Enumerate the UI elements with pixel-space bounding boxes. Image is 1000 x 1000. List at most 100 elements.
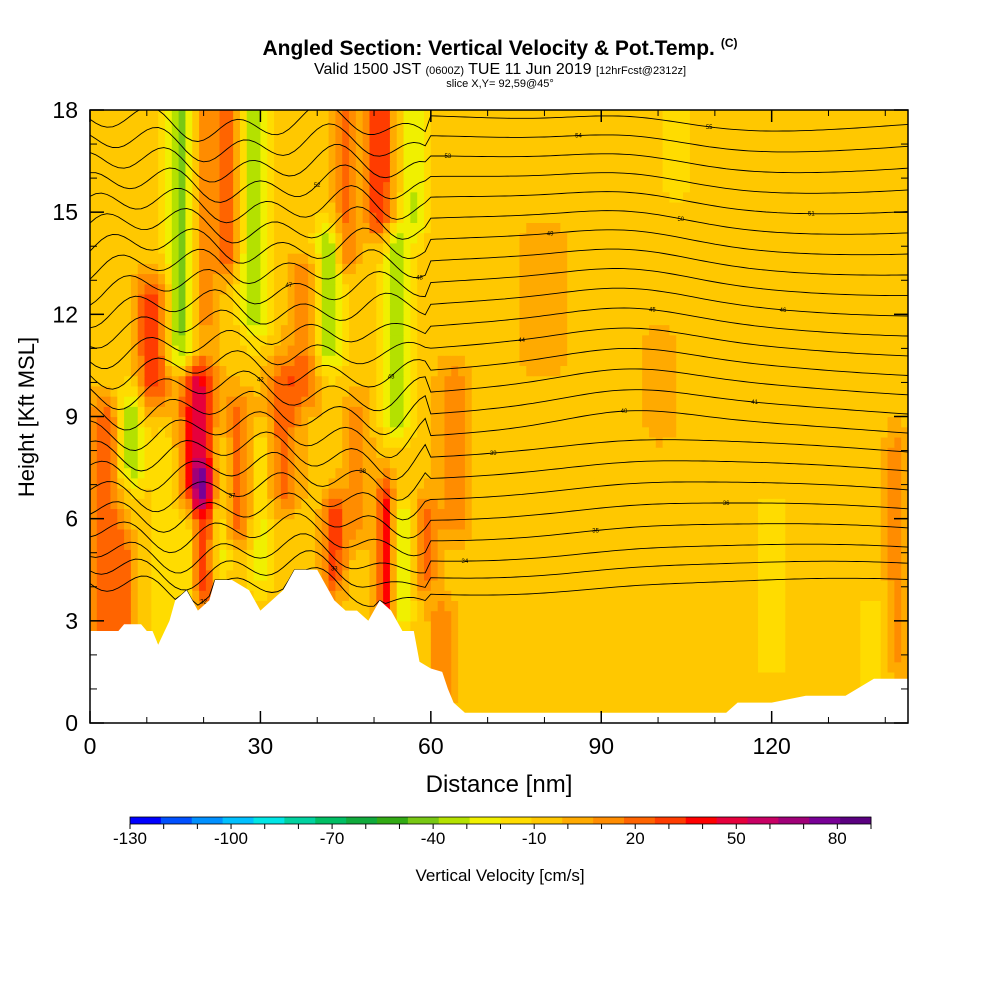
velocity-cell xyxy=(539,671,548,683)
velocity-cell xyxy=(601,304,609,315)
velocity-cell xyxy=(573,600,582,612)
velocity-cell xyxy=(580,447,589,458)
velocity-cell xyxy=(260,396,268,407)
velocity-cell xyxy=(689,375,698,387)
velocity-cell xyxy=(451,375,459,387)
velocity-cell xyxy=(758,692,766,704)
velocity-cell xyxy=(417,641,425,653)
velocity-cell xyxy=(90,508,98,520)
velocity-cell xyxy=(137,416,146,428)
velocity-cell xyxy=(519,661,527,673)
velocity-cell xyxy=(846,467,855,479)
velocity-cell xyxy=(676,549,684,561)
velocity-cell xyxy=(853,457,861,469)
velocity-cell xyxy=(274,365,282,377)
velocity-cell xyxy=(737,579,745,591)
velocity-cell xyxy=(546,610,555,622)
velocity-cell xyxy=(233,324,241,336)
velocity-cell xyxy=(287,375,296,387)
velocity-cell xyxy=(573,559,582,571)
velocity-cell xyxy=(703,508,711,520)
velocity-cell xyxy=(771,671,780,683)
velocity-cell xyxy=(410,508,418,520)
velocity-cell xyxy=(621,610,630,622)
velocity-cell xyxy=(376,559,384,571)
velocity-cell xyxy=(533,508,541,520)
velocity-cell xyxy=(553,314,561,326)
velocity-cell xyxy=(560,600,568,612)
velocity-cell xyxy=(103,447,112,458)
velocity-cell xyxy=(137,293,146,305)
velocity-cell xyxy=(676,702,684,714)
velocity-cell xyxy=(751,579,759,591)
velocity-cell xyxy=(621,641,630,653)
velocity-cell xyxy=(785,641,793,653)
velocity-cell xyxy=(573,406,582,418)
velocity-cell xyxy=(437,488,446,499)
velocity-cell xyxy=(703,641,711,653)
velocity-cell xyxy=(608,590,616,601)
velocity-cell xyxy=(723,488,732,499)
velocity-cell xyxy=(349,365,357,377)
velocity-cell xyxy=(403,620,411,632)
velocity-cell xyxy=(887,406,895,418)
velocity-cell xyxy=(355,569,364,581)
velocity-cell xyxy=(471,334,480,346)
velocity-cell xyxy=(594,610,602,622)
velocity-cell xyxy=(853,600,861,612)
chart-title-suffix: (C) xyxy=(720,36,738,50)
velocity-cell xyxy=(703,457,711,469)
velocity-cell xyxy=(737,539,745,550)
velocity-cell xyxy=(778,355,786,367)
velocity-cell xyxy=(778,344,786,356)
velocity-cell xyxy=(212,314,221,326)
velocity-cell xyxy=(546,682,555,693)
velocity-cell xyxy=(567,488,575,499)
velocity-cell xyxy=(805,641,814,653)
velocity-cell xyxy=(294,539,302,550)
velocity-cell xyxy=(703,528,711,540)
velocity-cell xyxy=(723,661,732,673)
velocity-cell xyxy=(335,375,343,387)
velocity-cell xyxy=(451,661,459,673)
velocity-cell xyxy=(662,702,671,714)
velocity-cell xyxy=(164,467,173,479)
velocity-cell xyxy=(342,344,350,356)
velocity-cell xyxy=(130,355,139,367)
velocity-cell xyxy=(124,396,132,407)
velocity-cell xyxy=(860,314,868,326)
velocity-cell xyxy=(717,579,725,591)
velocity-cell xyxy=(362,436,371,448)
velocity-cell xyxy=(144,539,152,550)
velocity-cell xyxy=(683,518,691,530)
velocity-cell xyxy=(662,355,671,367)
velocity-cell xyxy=(410,620,418,632)
velocity-cell xyxy=(417,579,425,591)
velocity-cell xyxy=(437,631,446,642)
velocity-cell xyxy=(239,447,248,458)
velocity-cell xyxy=(151,579,159,591)
velocity-cell xyxy=(226,334,234,346)
velocity-cell xyxy=(335,549,343,561)
velocity-cell xyxy=(430,641,439,653)
velocity-cell xyxy=(560,671,568,683)
velocity-cell xyxy=(226,324,234,336)
velocity-cell xyxy=(410,416,418,428)
velocity-cell xyxy=(573,620,582,632)
velocity-cell xyxy=(444,498,452,510)
velocity-cell xyxy=(676,508,684,520)
velocity-cell xyxy=(376,488,384,499)
velocity-cell xyxy=(628,467,636,479)
velocity-cell xyxy=(887,631,895,642)
velocity-cell xyxy=(894,641,902,653)
velocity-cell xyxy=(628,324,636,336)
velocity-cell xyxy=(362,334,371,346)
velocity-cell xyxy=(873,314,882,326)
velocity-cell xyxy=(676,426,684,438)
velocity-cell xyxy=(621,385,630,397)
velocity-cell xyxy=(853,559,861,571)
velocity-cell xyxy=(274,528,282,540)
velocity-cell xyxy=(512,375,521,387)
velocity-cell xyxy=(458,396,466,407)
velocity-cell xyxy=(437,518,446,530)
